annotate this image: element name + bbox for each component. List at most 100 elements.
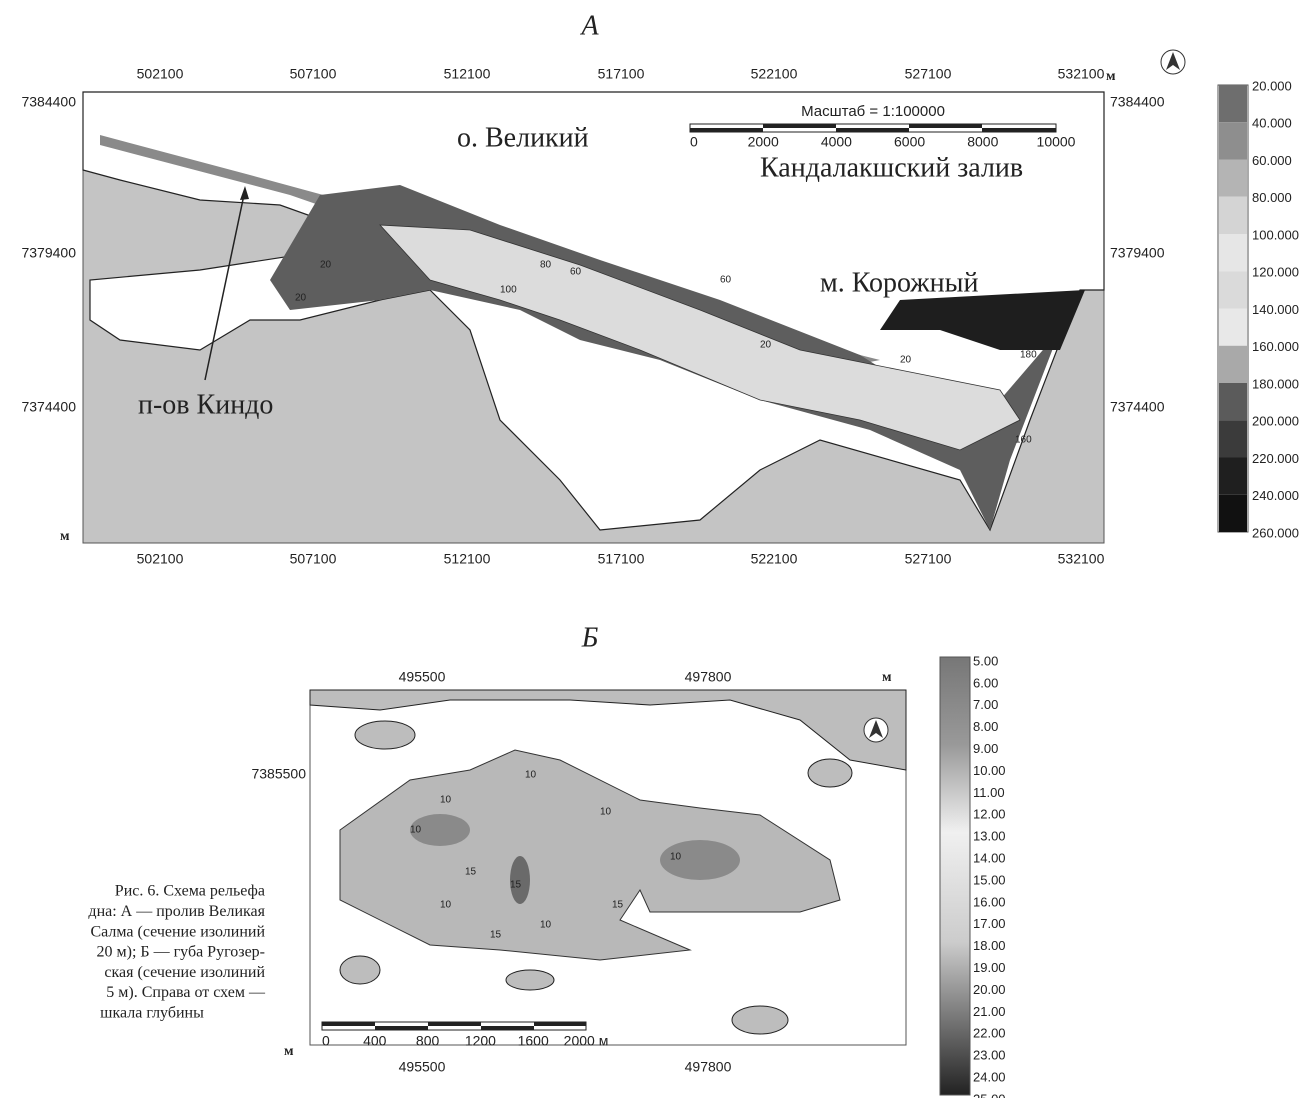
place-name: о. Великий <box>457 122 589 153</box>
contour-label: 10 <box>600 807 612 818</box>
legend-swatch <box>1219 346 1247 383</box>
legend-label: 18.00 <box>973 938 1006 953</box>
y-tick-label: 7384400 <box>21 94 76 110</box>
contour-label: 100 <box>500 285 517 296</box>
x-tick-label: 527100 <box>905 66 952 82</box>
y-tick-label: 7374400 <box>1110 399 1165 415</box>
scale-bar <box>322 1022 586 1030</box>
scale-label: 0 <box>690 134 698 150</box>
contour-label: 10 <box>410 825 422 836</box>
legend-label: 22.00 <box>973 1026 1006 1041</box>
place-name: Кандалакшский залив <box>760 152 1023 183</box>
legend-label: 260.000 <box>1252 525 1299 540</box>
map-b <box>310 657 970 1095</box>
scale-label: 0 <box>322 1033 330 1049</box>
scale-label: 800 <box>416 1033 440 1049</box>
legend-swatch <box>1219 495 1247 532</box>
unit-label: м <box>60 529 70 544</box>
contour-label: 80 <box>540 260 552 271</box>
y-tick-label: 7385500 <box>251 766 306 782</box>
x-tick-label: 495500 <box>399 1059 446 1075</box>
contour-label: 20 <box>760 340 772 351</box>
contour-label: 180 <box>1020 350 1037 361</box>
legend-swatch <box>1219 271 1247 308</box>
contour-label: 15 <box>612 900 624 911</box>
legend-label: 240.000 <box>1252 488 1299 503</box>
legend-label: 23.00 <box>973 1048 1006 1063</box>
page: Схема рельефа дна {"panel_a": {"title": … <box>0 0 1307 1098</box>
scale-label: 2000 <box>748 134 779 150</box>
scale-label: 8000 <box>967 134 998 150</box>
legend-label: 19.00 <box>973 960 1006 975</box>
contour-label: 10 <box>440 900 452 911</box>
scale-label: 10000 <box>1037 134 1076 150</box>
figure: А502100507100512100517100522100527100532… <box>0 0 1307 1098</box>
contour-label: 160 <box>1015 435 1032 446</box>
contour-label: 20 <box>320 260 332 271</box>
legend-label: 7.00 <box>973 697 998 712</box>
panel-title: Б <box>581 622 599 653</box>
y-tick-label: 7379400 <box>21 245 76 261</box>
legend-label: 14.00 <box>973 851 1006 866</box>
body: А502100507100512100517100522100527100532… <box>0 0 1307 1098</box>
x-tick-label: 517100 <box>598 66 645 82</box>
caption-line: 20 м); Б — губа Ругозер- <box>97 944 266 961</box>
legend-swatch <box>1219 197 1247 234</box>
legend-label: 12.00 <box>973 807 1006 822</box>
legend-label: 6.00 <box>973 675 998 690</box>
x-tick-label: 512100 <box>444 66 491 82</box>
legend-label: 20.00 <box>973 982 1006 997</box>
legend-label: 9.00 <box>973 741 998 756</box>
contour-label: 20 <box>900 355 912 366</box>
x-tick-label: 502100 <box>137 66 184 82</box>
contour-label: 10 <box>540 920 552 931</box>
contour-label: 10 <box>525 770 537 781</box>
legend-label: 21.00 <box>973 1004 1006 1019</box>
island <box>732 1006 788 1034</box>
x-tick-label: 497800 <box>685 1059 732 1075</box>
caption-line: ская (сечение изолиний <box>104 964 265 981</box>
caption-line: Рис. 6. Схема рельефа <box>115 883 265 900</box>
legend-label: 160.000 <box>1252 339 1299 354</box>
x-tick-label: 502100 <box>137 551 184 567</box>
scale-title: Масштаб = 1:100000 <box>801 103 945 120</box>
contour-label: 15 <box>465 867 477 878</box>
legend-label: 120.000 <box>1252 265 1299 280</box>
legend-label: 5.00 <box>973 653 998 668</box>
legend-swatch <box>1219 122 1247 159</box>
legend-label: 16.00 <box>973 894 1006 909</box>
y-tick-label: 7384400 <box>1110 94 1165 110</box>
map-a <box>83 50 1248 543</box>
scale-label: 400 <box>363 1033 387 1049</box>
contour-label: 20 <box>295 293 307 304</box>
x-tick-label: 522100 <box>751 66 798 82</box>
island <box>506 970 554 990</box>
legend-label: 17.00 <box>973 916 1006 931</box>
legend-label: 100.000 <box>1252 227 1299 242</box>
scale-bar <box>690 124 1056 132</box>
x-tick-label: 495500 <box>399 669 446 685</box>
scale-label: 1200 <box>465 1033 496 1049</box>
caption-line: шкала глубины <box>100 1004 204 1021</box>
y-tick-label: 7374400 <box>21 399 76 415</box>
legend-label: 180.000 <box>1252 376 1299 391</box>
island <box>808 759 852 787</box>
place-name: п-ов Киндо <box>138 389 273 420</box>
legend-swatch <box>1219 85 1247 122</box>
legend-label: 13.00 <box>973 829 1006 844</box>
caption-line: Салма (сечение изолиний <box>90 923 265 940</box>
legend-swatch <box>1219 458 1247 495</box>
legend-label: 220.000 <box>1252 451 1299 466</box>
legend-label: 200.000 <box>1252 414 1299 429</box>
caption-line: дна: А — пролив Великая <box>88 903 265 920</box>
x-tick-label: 532100 <box>1058 551 1105 567</box>
contour-label: 60 <box>570 267 582 278</box>
unit-label: м <box>284 1044 294 1059</box>
contour-label: 10 <box>670 852 682 863</box>
legend-label: 80.000 <box>1252 190 1292 205</box>
island <box>355 721 415 749</box>
scale-label: 6000 <box>894 134 925 150</box>
legend-label: 20.000 <box>1252 78 1292 93</box>
legend-label: 8.00 <box>973 719 998 734</box>
legend-label: 40.000 <box>1252 116 1292 131</box>
